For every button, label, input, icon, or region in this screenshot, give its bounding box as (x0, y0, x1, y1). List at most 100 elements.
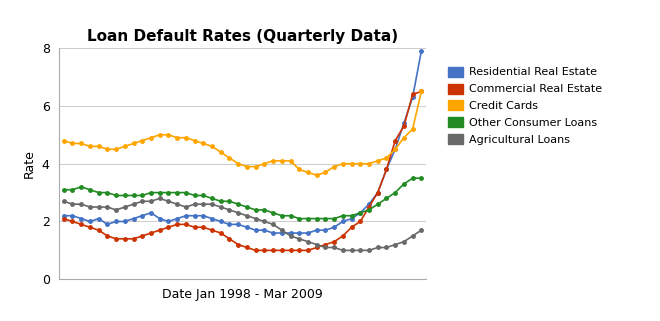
Residential Real Estate (278, 231, 286, 235)
Commercial Real Estate (330, 240, 338, 244)
Other Consumer Loans (147, 191, 155, 195)
Other Consumer Loans (374, 202, 381, 206)
Credit Cards (208, 144, 216, 148)
Residential Real Estate (269, 231, 277, 235)
Other Consumer Loans (208, 196, 216, 200)
X-axis label: Date Jan 1998 - Mar 2009: Date Jan 1998 - Mar 2009 (162, 288, 323, 300)
Commercial Real Estate (261, 248, 269, 252)
Agricultural Loans (417, 228, 425, 232)
Residential Real Estate (313, 228, 321, 232)
Other Consumer Loans (86, 188, 94, 192)
Agricultural Loans (243, 214, 251, 218)
Other Consumer Loans (417, 176, 425, 180)
Credit Cards (383, 156, 391, 160)
Commercial Real Estate (348, 225, 356, 229)
Commercial Real Estate (60, 217, 68, 221)
Agricultural Loans (261, 220, 269, 223)
Credit Cards (409, 127, 416, 131)
Agricultural Loans (383, 246, 391, 249)
Other Consumer Loans (156, 191, 164, 195)
Legend: Residential Real Estate, Commercial Real Estate, Credit Cards, Other Consumer Lo: Residential Real Estate, Commercial Real… (444, 63, 605, 148)
Agricultural Loans (60, 199, 68, 203)
Line: Commercial Real Estate: Commercial Real Estate (62, 90, 423, 252)
Commercial Real Estate (391, 139, 399, 143)
Credit Cards (104, 147, 112, 151)
Agricultural Loans (295, 237, 303, 241)
Commercial Real Estate (251, 248, 259, 252)
Residential Real Estate (417, 49, 425, 53)
Agricultural Loans (182, 205, 190, 209)
Residential Real Estate (374, 191, 381, 195)
Commercial Real Estate (286, 248, 294, 252)
Credit Cards (261, 162, 269, 166)
Commercial Real Estate (86, 225, 94, 229)
Commercial Real Estate (129, 237, 137, 241)
Commercial Real Estate (139, 234, 147, 238)
Residential Real Estate (339, 220, 346, 223)
Other Consumer Loans (313, 217, 321, 221)
Other Consumer Loans (129, 194, 137, 197)
Line: Agricultural Loans: Agricultural Loans (62, 197, 423, 252)
Agricultural Loans (191, 202, 199, 206)
Commercial Real Estate (278, 248, 286, 252)
Other Consumer Loans (269, 211, 277, 215)
Agricultural Loans (234, 211, 242, 215)
Agricultural Loans (374, 246, 381, 249)
Credit Cards (94, 144, 102, 148)
Credit Cards (243, 165, 251, 169)
Agricultural Loans (330, 246, 338, 249)
Other Consumer Loans (104, 191, 112, 195)
Residential Real Estate (330, 225, 338, 229)
Agricultural Loans (121, 205, 129, 209)
Credit Cards (77, 142, 85, 145)
Commercial Real Estate (164, 225, 172, 229)
Other Consumer Loans (94, 191, 102, 195)
Commercial Real Estate (182, 222, 190, 226)
Residential Real Estate (295, 231, 303, 235)
Other Consumer Loans (234, 202, 242, 206)
Credit Cards (321, 170, 329, 174)
Credit Cards (304, 170, 312, 174)
Agricultural Loans (339, 248, 346, 252)
Commercial Real Estate (374, 191, 381, 195)
Residential Real Estate (156, 217, 164, 221)
Credit Cards (269, 159, 277, 163)
Credit Cards (199, 142, 207, 145)
Other Consumer Loans (356, 211, 364, 215)
Residential Real Estate (112, 220, 120, 223)
Credit Cards (129, 142, 137, 145)
Credit Cards (191, 139, 199, 143)
Commercial Real Estate (208, 228, 216, 232)
Residential Real Estate (356, 211, 364, 215)
Residential Real Estate (139, 214, 147, 218)
Agricultural Loans (86, 205, 94, 209)
Residential Real Estate (304, 231, 312, 235)
Other Consumer Loans (226, 199, 234, 203)
Residential Real Estate (409, 95, 416, 99)
Residential Real Estate (234, 222, 242, 226)
Residential Real Estate (251, 228, 259, 232)
Other Consumer Loans (173, 191, 181, 195)
Commercial Real Estate (226, 237, 234, 241)
Other Consumer Loans (383, 196, 391, 200)
Commercial Real Estate (321, 243, 329, 247)
Other Consumer Loans (121, 194, 129, 197)
Commercial Real Estate (94, 228, 102, 232)
Agricultural Loans (77, 202, 85, 206)
Agricultural Loans (139, 199, 147, 203)
Credit Cards (391, 147, 399, 151)
Agricultural Loans (216, 205, 224, 209)
Credit Cards (278, 159, 286, 163)
Credit Cards (216, 150, 224, 154)
Agricultural Loans (304, 240, 312, 244)
Residential Real Estate (191, 214, 199, 218)
Agricultural Loans (348, 248, 356, 252)
Commercial Real Estate (173, 222, 181, 226)
Agricultural Loans (313, 243, 321, 247)
Residential Real Estate (391, 147, 399, 151)
Credit Cards (226, 156, 234, 160)
Commercial Real Estate (400, 124, 408, 128)
Other Consumer Loans (348, 214, 356, 218)
Credit Cards (365, 162, 373, 166)
Credit Cards (69, 142, 77, 145)
